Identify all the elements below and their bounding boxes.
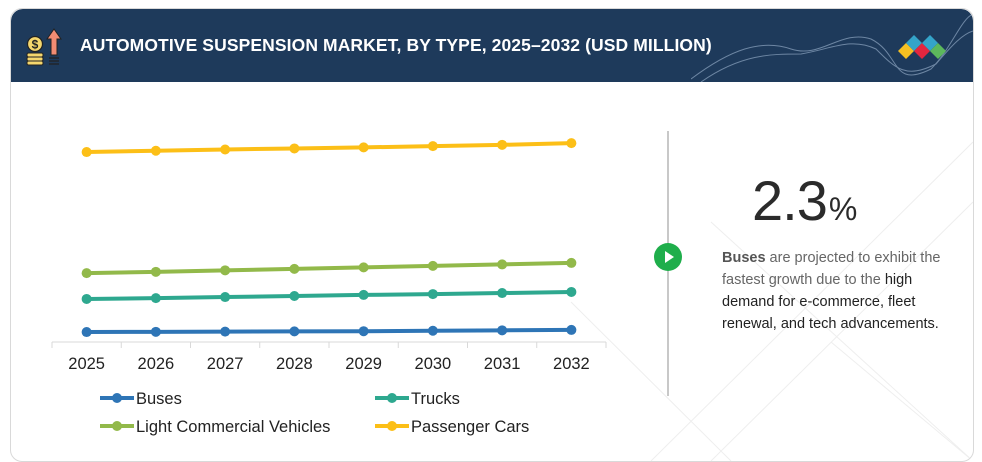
legend: Buses Trucks Light Commercial Vehicles Pass… xyxy=(100,390,529,436)
data-point-light-commercial-vehicles xyxy=(150,266,161,277)
data-point-buses xyxy=(81,327,92,338)
x-tick-label: 2031 xyxy=(484,355,521,373)
legend-swatch-marker xyxy=(112,393,122,403)
data-point-trucks xyxy=(358,289,369,300)
series-trucks xyxy=(81,286,577,304)
data-point-trucks xyxy=(427,289,438,300)
data-point-passenger-cars xyxy=(220,144,231,155)
series-light-commercial-vehicles xyxy=(81,257,577,279)
brand-diamonds-logo xyxy=(898,35,946,59)
growth-rate-value: 2.3 xyxy=(752,169,828,232)
legend-item-passenger-cars: Passenger Cars xyxy=(375,418,529,436)
data-point-light-commercial-vehicles xyxy=(427,260,438,271)
data-point-passenger-cars xyxy=(81,147,92,158)
legend-label: Passenger Cars xyxy=(411,418,529,436)
x-tick-label: 2027 xyxy=(207,355,244,373)
data-point-light-commercial-vehicles xyxy=(289,263,300,274)
insight-text-1: are projected to exhibit the fastest gro… xyxy=(722,250,941,288)
insight-lead: Buses xyxy=(722,250,766,266)
data-point-buses xyxy=(497,325,508,336)
data-point-buses xyxy=(566,324,577,335)
data-point-buses xyxy=(358,326,369,337)
chart-title: AUTOMOTIVE SUSPENSION MARKET, BY TYPE, 2… xyxy=(80,35,712,55)
data-point-buses xyxy=(427,325,438,336)
x-tick-label: 2025 xyxy=(68,355,105,373)
play-icon[interactable] xyxy=(654,243,682,271)
legend-item-trucks: Trucks xyxy=(375,390,460,408)
header-bar: $ AUTOMOTIVE SUSPENSION MARKET, BY TYPE,… xyxy=(11,9,973,82)
data-point-light-commercial-vehicles xyxy=(566,257,577,268)
x-tick-label: 2029 xyxy=(345,355,382,373)
series-line-trucks xyxy=(86,289,572,301)
svg-text:$: $ xyxy=(32,38,39,52)
legend-swatch-marker xyxy=(387,393,397,403)
data-point-passenger-cars xyxy=(497,139,508,150)
insight-text-2: high demand for e-commerce, fleet renewa… xyxy=(722,272,939,332)
money-growth-icon: $ xyxy=(26,28,62,66)
data-point-trucks xyxy=(220,292,231,303)
data-point-passenger-cars xyxy=(427,141,438,152)
legend-label: Buses xyxy=(136,390,182,408)
series-passenger-cars xyxy=(81,138,577,158)
data-point-passenger-cars xyxy=(358,142,369,153)
series-line-passenger-cars xyxy=(86,141,572,155)
data-point-passenger-cars xyxy=(566,138,577,149)
insight-description: Buses are projected to exhibit the faste… xyxy=(722,247,962,335)
legend-item-light-commercial-vehicles: Light Commercial Vehicles xyxy=(100,418,330,436)
data-point-trucks xyxy=(497,288,508,299)
data-point-light-commercial-vehicles xyxy=(497,259,508,270)
legend-label: Light Commercial Vehicles xyxy=(136,418,330,436)
data-point-light-commercial-vehicles xyxy=(220,265,231,276)
data-point-buses xyxy=(289,326,300,337)
legend-item-buses: Buses xyxy=(100,390,182,408)
series-line-buses xyxy=(86,327,572,335)
background-decoration xyxy=(570,141,973,461)
growth-rate: 2.3% xyxy=(752,168,857,233)
data-point-buses xyxy=(150,326,161,337)
legend-label: Trucks xyxy=(411,390,460,408)
data-point-buses xyxy=(220,326,231,337)
x-tick-label: 2026 xyxy=(138,355,175,373)
data-point-light-commercial-vehicles xyxy=(358,262,369,273)
x-tick-label: 2030 xyxy=(415,355,452,373)
legend-swatch-marker xyxy=(112,421,122,431)
data-point-passenger-cars xyxy=(289,143,300,154)
legend-swatch-marker xyxy=(387,421,397,431)
data-point-passenger-cars xyxy=(150,145,161,156)
x-tick-labels: 2025 2026 2027 2028 2029 2030 2031 2032 xyxy=(68,355,589,373)
header-wave-decoration xyxy=(691,13,973,82)
growth-rate-unit: % xyxy=(828,191,857,227)
x-tick-label: 2028 xyxy=(276,355,313,373)
data-point-trucks xyxy=(566,286,577,297)
data-point-trucks xyxy=(150,293,161,304)
x-axis xyxy=(51,341,607,348)
series-line-light-commercial-vehicles xyxy=(86,260,572,276)
data-point-trucks xyxy=(81,293,92,304)
x-tick-label: 2032 xyxy=(553,355,590,373)
data-point-light-commercial-vehicles xyxy=(81,268,92,279)
infographic-card: $ AUTOMOTIVE SUSPENSION MARKET, BY TYPE,… xyxy=(10,8,974,462)
series-buses xyxy=(81,324,577,338)
series-lines xyxy=(81,138,577,338)
data-point-trucks xyxy=(289,290,300,301)
